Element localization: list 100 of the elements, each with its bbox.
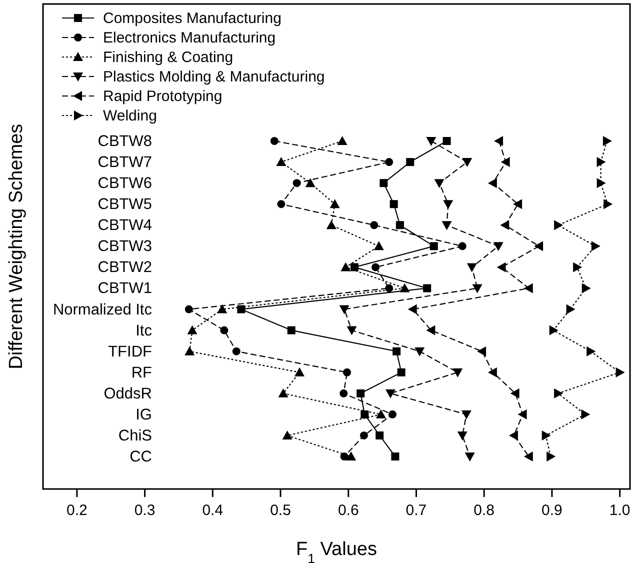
point	[586, 346, 596, 356]
point	[488, 178, 497, 188]
point	[461, 410, 472, 420]
point	[457, 431, 468, 440]
x-tick-label: 0.9	[542, 502, 562, 519]
point	[356, 389, 365, 398]
point	[414, 347, 425, 356]
point	[217, 304, 228, 314]
point	[581, 409, 590, 420]
point	[276, 157, 286, 166]
point	[350, 263, 358, 272]
point	[370, 221, 378, 230]
point	[376, 409, 386, 418]
point	[374, 241, 384, 250]
point	[426, 137, 436, 146]
legend-label: Electronics Manufacturing	[103, 30, 276, 46]
point	[282, 430, 292, 440]
x-tick-label: 1.0	[609, 502, 630, 519]
point	[534, 241, 544, 252]
y-tick-label: RF	[131, 364, 152, 382]
point	[408, 304, 417, 314]
point	[184, 305, 193, 314]
point	[542, 430, 551, 440]
point	[372, 263, 380, 272]
legend-label: Composites Manufacturing	[103, 10, 282, 27]
point	[616, 367, 625, 378]
point	[493, 242, 504, 252]
point	[232, 347, 240, 356]
y-tick-label: OddsR	[104, 385, 152, 402]
point	[458, 242, 466, 250]
point	[443, 200, 454, 210]
legend-label: Finishing & Coating	[103, 49, 234, 66]
point	[591, 241, 600, 252]
point	[294, 367, 305, 376]
point	[546, 452, 556, 462]
y-tick-label: CBTW6	[98, 175, 152, 192]
point	[604, 199, 613, 210]
y-tick-label: Itc	[136, 322, 152, 340]
point	[187, 325, 198, 334]
point	[488, 367, 497, 378]
point	[596, 157, 606, 168]
y-tick-label: CBTW4	[98, 217, 152, 234]
y-tick-label: CBTW7	[98, 154, 152, 172]
point	[508, 430, 518, 440]
y-tick-label: TFIDF	[108, 343, 152, 360]
y-tick-label: CBTW1	[98, 280, 152, 298]
point	[434, 179, 444, 188]
x-tick-label: 0.8	[474, 502, 495, 519]
point	[462, 158, 472, 168]
point	[277, 200, 286, 208]
point	[270, 137, 278, 145]
x-tick-label: 0.2	[66, 502, 88, 519]
y-axis-title: Different Weighting Schemes	[6, 124, 27, 370]
y-tick-label: CC	[130, 448, 152, 466]
x-axis-title: F$_{1}$ Values	[296, 539, 377, 563]
point	[500, 220, 510, 230]
legend-label: Plastics Molding & Manufacturing	[103, 68, 325, 86]
point	[510, 388, 520, 398]
point	[549, 325, 558, 336]
legend-label: Rapid Prototyping	[103, 88, 222, 105]
y-tick-label: IG	[136, 406, 152, 424]
point	[472, 284, 482, 294]
point	[337, 136, 348, 145]
point	[391, 452, 400, 460]
point	[390, 200, 398, 208]
x-tick-label: 0.6	[338, 502, 359, 519]
point	[573, 262, 582, 272]
point	[426, 325, 436, 336]
y-tick-label: CBTW3	[98, 238, 152, 256]
point	[423, 284, 432, 292]
point	[400, 283, 410, 292]
point	[346, 326, 357, 336]
x-tick-label: 0.3	[134, 502, 156, 519]
point	[524, 283, 533, 294]
point	[305, 178, 316, 188]
point	[385, 389, 396, 398]
point	[287, 326, 296, 334]
point	[442, 137, 451, 145]
point	[513, 199, 522, 210]
point	[340, 262, 351, 272]
x-tick-label: 0.5	[270, 502, 291, 519]
point	[339, 305, 350, 314]
point	[596, 178, 606, 188]
point	[452, 368, 463, 378]
point	[396, 221, 404, 230]
point	[346, 452, 356, 460]
point	[380, 179, 388, 188]
point	[554, 220, 564, 230]
point	[330, 199, 340, 208]
point	[360, 431, 368, 440]
point	[496, 262, 506, 272]
point	[406, 158, 414, 166]
point	[442, 221, 452, 230]
point	[524, 452, 533, 462]
point	[220, 326, 228, 334]
point	[343, 368, 352, 376]
point	[326, 220, 336, 230]
point	[397, 368, 406, 376]
point	[494, 136, 504, 146]
point	[554, 388, 564, 398]
